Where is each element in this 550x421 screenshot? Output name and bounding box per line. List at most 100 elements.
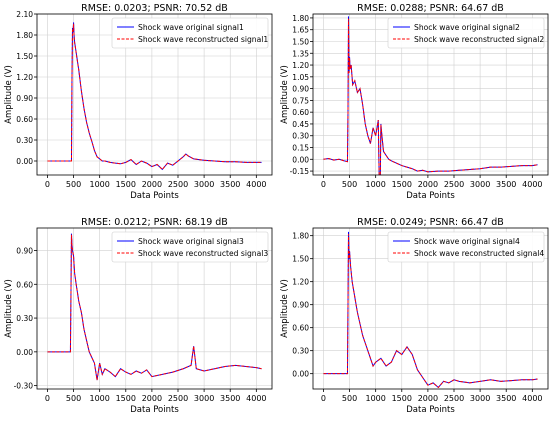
y-tick-label: 0.75	[292, 96, 309, 105]
x-tick-label: 500	[342, 394, 357, 403]
x-tick-label: 3500	[496, 394, 516, 403]
x-tick-label: 2000	[418, 394, 438, 403]
chart-title: RMSE: 0.0249; PSNR: 66.47 dB	[357, 217, 504, 228]
x-tick-label: 0	[321, 394, 326, 403]
y-tick-label: 0.00	[16, 157, 33, 166]
y-tick-label: 0.15	[292, 144, 309, 153]
legend: Shock wave original signal3 Shock wave re…	[111, 231, 268, 263]
legend-label: Shock wave reconstructed signal3	[138, 249, 268, 258]
x-tick-label: 2000	[142, 394, 162, 403]
legend-label: Shock wave original signal4	[414, 237, 520, 246]
x-tick-label: 3500	[220, 180, 240, 189]
series-line-1	[323, 231, 538, 389]
y-tick-label: 1.80	[292, 232, 309, 241]
series-line-2	[323, 18, 538, 175]
x-tick-label: 500	[342, 180, 357, 189]
legend-box	[111, 17, 269, 49]
x-tick-label: 0	[45, 394, 50, 403]
y-tick-label: 0.30	[16, 314, 33, 323]
chart-panel-3: 0 500 1000 1500 2000 2500 3000 3500 4000 -0.30 0.0…	[4, 217, 273, 415]
x-tick-label: 0	[45, 180, 50, 189]
legend: Shock wave original signal1 Shock wave re…	[111, 17, 269, 49]
x-tick-label: 1000	[365, 180, 385, 189]
x-tick-label: 2000	[418, 180, 438, 189]
y-tick-label: 0.45	[292, 120, 309, 129]
legend: Shock wave original signal4 Shock wave re…	[387, 231, 544, 263]
legend-label: Shock wave reconstructed signal2	[414, 35, 544, 44]
y-tick-label: 0.90	[292, 301, 309, 310]
y-tick-label: 0.00	[16, 348, 33, 357]
x-tick-label: 1500	[116, 180, 136, 189]
y-axis-label: Amplitude (V)	[4, 279, 14, 338]
x-tick-label: 4000	[522, 180, 542, 189]
y-tick-label: 1.35	[292, 49, 309, 58]
y-tick-label: 1.50	[16, 52, 33, 61]
legend-label: Shock wave original signal2	[414, 23, 520, 32]
y-tick-label: 1.20	[16, 73, 33, 82]
x-tick-label: 3500	[496, 180, 516, 189]
series-line-2	[47, 234, 262, 381]
y-tick-label: 0.60	[292, 324, 309, 333]
y-tick-label: 0.30	[292, 132, 309, 141]
legend-label: Shock wave original signal3	[138, 237, 244, 246]
y-tick-label: 1.65	[292, 26, 309, 35]
y-tick-label: 1.50	[292, 255, 309, 264]
x-tick-label: 3500	[220, 394, 240, 403]
y-tick-label: 0.00	[292, 155, 309, 164]
legend-label: Shock wave original signal1	[138, 23, 244, 32]
plot-frame	[36, 13, 273, 176]
y-tick-label: 0.30	[292, 347, 309, 356]
y-tick-label: 0.60	[16, 280, 33, 289]
y-tick-label: -0.15	[290, 167, 310, 176]
plot-frame	[312, 13, 549, 176]
x-tick-label: 2500	[168, 394, 188, 403]
x-tick-label: 1500	[116, 394, 136, 403]
x-tick-label: 4000	[246, 180, 266, 189]
chart-title: RMSE: 0.0288; PSNR: 64.67 dB	[357, 3, 504, 14]
x-tick-label: 4000	[246, 394, 266, 403]
y-tick-label: 0.00	[292, 370, 309, 379]
x-tick-label: 500	[66, 394, 81, 403]
x-tick-label: 3000	[194, 180, 214, 189]
x-axis-label: Data Points	[406, 191, 455, 201]
x-tick-label: 3000	[470, 180, 490, 189]
legend-label: Shock wave reconstructed signal1	[138, 35, 268, 44]
y-tick-label: 0.90	[16, 94, 33, 103]
x-tick-label: 4000	[522, 394, 542, 403]
chart-panel-4: 0 500 1000 1500 2000 2500 3000 3500 4000 0.00 0.30…	[280, 217, 549, 415]
y-axis-label: Amplitude (V)	[4, 65, 14, 124]
x-tick-label: 2500	[444, 180, 464, 189]
x-tick-label: 1000	[365, 394, 385, 403]
legend-label: Shock wave reconstructed signal4	[414, 249, 544, 258]
chart-title: RMSE: 0.0203; PSNR: 70.52 dB	[81, 3, 228, 14]
y-tick-label: 0.90	[292, 85, 309, 94]
y-axis-label: Amplitude (V)	[280, 65, 290, 124]
x-tick-label: 1500	[392, 394, 412, 403]
y-tick-label: 1.80	[16, 31, 33, 40]
y-tick-label: 0.60	[16, 115, 33, 124]
series-line-2	[47, 23, 262, 171]
y-tick-label: 0.90	[16, 247, 33, 256]
x-tick-label: 0	[321, 180, 326, 189]
plot-frame	[312, 227, 549, 390]
y-tick-label: -0.30	[14, 382, 34, 391]
legend-box	[387, 17, 545, 49]
x-tick-label: 3000	[194, 394, 214, 403]
x-axis-label: Data Points	[130, 405, 179, 415]
plot-frame	[36, 227, 273, 390]
y-tick-label: 2.10	[16, 10, 33, 19]
legend: Shock wave original signal2 Shock wave re…	[387, 17, 545, 49]
chart-panel-2: 0 500 1000 1500 2000 2500 3000 3500 4000 -0.15 0.0…	[280, 3, 549, 201]
chart-title: RMSE: 0.0212; PSNR: 68.19 dB	[81, 217, 228, 228]
x-tick-label: 1500	[392, 180, 412, 189]
y-tick-label: 1.20	[292, 278, 309, 287]
y-tick-label: 1.20	[292, 61, 309, 70]
x-tick-label: 2500	[444, 394, 464, 403]
y-tick-label: 1.50	[292, 37, 309, 46]
x-axis-label: Data Points	[406, 405, 455, 415]
x-tick-label: 500	[66, 180, 81, 189]
y-axis-label: Amplitude (V)	[280, 279, 290, 338]
x-tick-label: 2500	[168, 180, 188, 189]
y-tick-label: 1.80	[292, 14, 309, 23]
